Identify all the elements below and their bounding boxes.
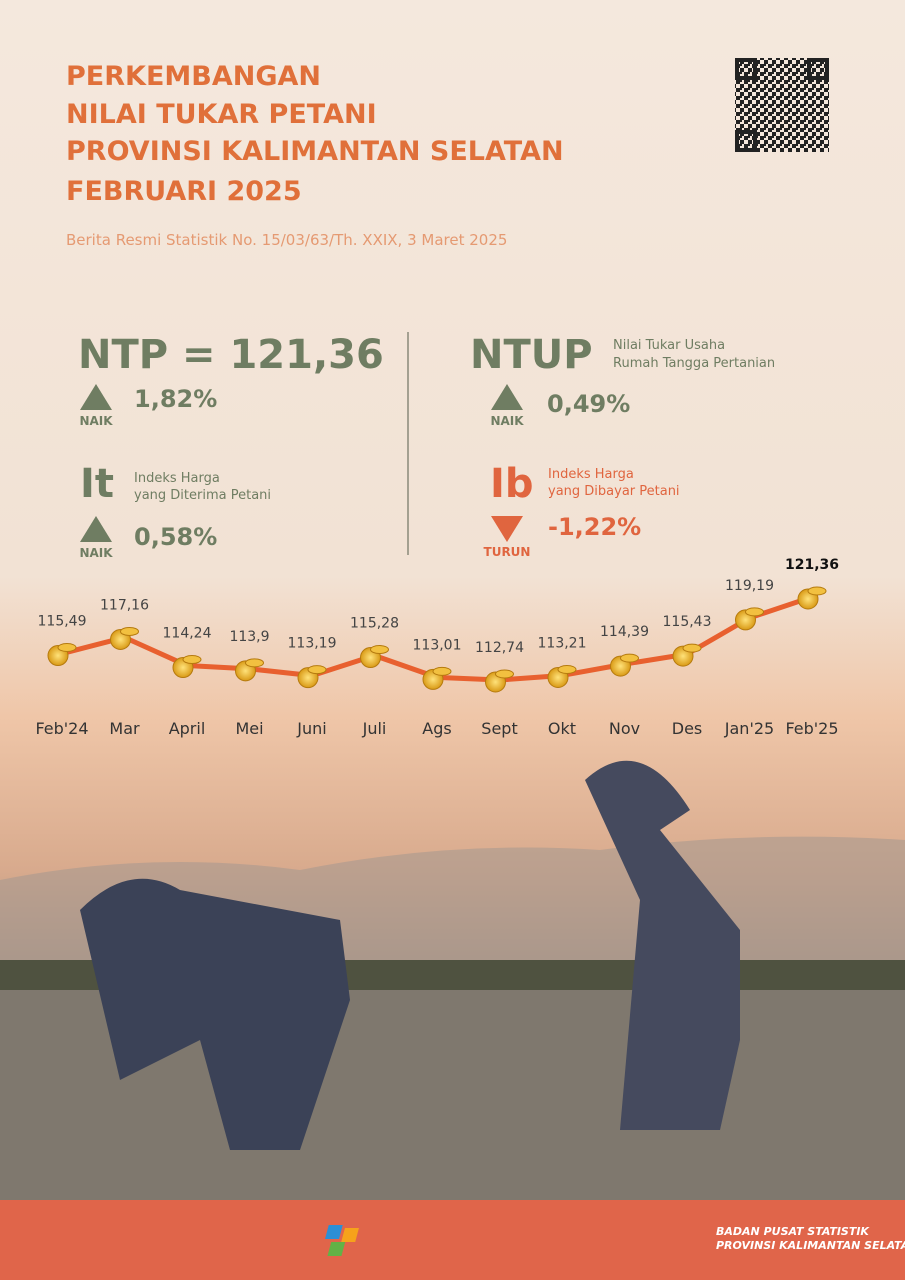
coin-stack: [495, 669, 514, 679]
value-label: 114,39: [600, 624, 649, 640]
qr-code: [735, 58, 829, 152]
desc: Rumah Tangga Pertanian: [613, 356, 775, 371]
subtitle: Berita Resmi Statistik No. 15/03/63/Th. …: [66, 231, 507, 249]
value-label: 121,36: [785, 557, 839, 573]
value-label: 114,24: [163, 626, 212, 642]
x-tick-label: Nov: [609, 719, 640, 738]
coin-stack: [245, 658, 264, 668]
coin-stack: [57, 643, 77, 653]
direction: NAIK: [490, 414, 524, 428]
x-tick-label: Juli: [362, 719, 387, 738]
change: 1,82%: [134, 385, 217, 413]
qr-finders: [735, 58, 829, 152]
org-name: PROVINSI KALIMANTAN SELATAN: [716, 1239, 905, 1252]
coin-stack: [182, 655, 202, 665]
coin-stack: [307, 665, 327, 675]
value-label: 119,19: [725, 578, 774, 594]
coin-stack: [682, 643, 702, 653]
desc: yang Diterima Petani: [134, 488, 271, 503]
coin-stack: [620, 653, 639, 663]
value-label: 113,19: [288, 636, 337, 652]
value-label: 113,9: [229, 629, 269, 645]
coin-stack: [120, 626, 139, 636]
value-label: 112,74: [475, 640, 524, 656]
line-chart: 115,49 Feb'24 117,16 Mar 114,24 April 113,9 Mei…: [35, 557, 839, 738]
up-arrow: [80, 384, 112, 410]
up-arrow: [491, 384, 523, 410]
footer: [0, 1200, 905, 1280]
org-name: BADAN PUSAT STATISTIK: [716, 1225, 870, 1238]
x-tick-label: Feb'25: [785, 719, 838, 738]
down-arrow: [491, 516, 523, 542]
x-tick-label: Jan'25: [724, 719, 774, 738]
desc: Nilai Tukar Usaha: [613, 338, 725, 353]
value-label: 117,16: [100, 597, 149, 613]
title-line: PROVINSI KALIMANTAN SELATAN: [66, 136, 564, 167]
title-line: NILAI TUKAR PETANI: [66, 99, 377, 130]
direction: NAIK: [79, 414, 113, 428]
bps-logo: [325, 1225, 359, 1256]
change: 0,58%: [134, 523, 217, 551]
value-label: 115,28: [350, 616, 399, 632]
coin-stack: [745, 607, 764, 617]
direction: TURUN: [484, 545, 531, 559]
ntp-label: NTP = 121,36: [78, 332, 384, 378]
change: -1,22%: [548, 513, 641, 541]
x-tick-label: Juni: [296, 719, 326, 738]
change: 0,49%: [547, 390, 630, 418]
x-tick-label: Okt: [548, 719, 576, 738]
desc: yang Dibayar Petani: [548, 484, 680, 499]
coin-stack: [432, 666, 452, 676]
desc: Indeks Harga: [548, 467, 634, 482]
coin-stack: [370, 645, 389, 655]
direction: NAIK: [79, 546, 113, 560]
desc: Indeks Harga: [134, 471, 220, 486]
coin-stack: [807, 586, 827, 596]
farmer-right: [585, 760, 740, 1130]
x-tick-label: April: [169, 719, 206, 738]
value-label: 113,01: [413, 637, 462, 653]
value-label: 115,43: [663, 614, 712, 630]
it-symbol: It: [80, 461, 114, 507]
ib-symbol: Ib: [490, 461, 534, 507]
value-label: 115,49: [38, 614, 87, 630]
title-line: FEBRUARI 2025: [66, 176, 302, 207]
farmer-left: [80, 878, 350, 1150]
x-tick-label: Mar: [109, 719, 140, 738]
x-tick-label: Ags: [422, 719, 451, 738]
ntup-label: NTUP: [470, 332, 593, 378]
up-arrow: [80, 516, 112, 542]
x-tick-label: Sept: [481, 719, 517, 738]
coin-stack: [557, 664, 577, 674]
x-tick-label: Des: [672, 719, 703, 738]
value-label: 113,21: [538, 635, 587, 651]
x-tick-label: Feb'24: [35, 719, 88, 738]
x-tick-label: Mei: [235, 719, 263, 738]
title-line: PERKEMBANGAN: [66, 61, 321, 92]
